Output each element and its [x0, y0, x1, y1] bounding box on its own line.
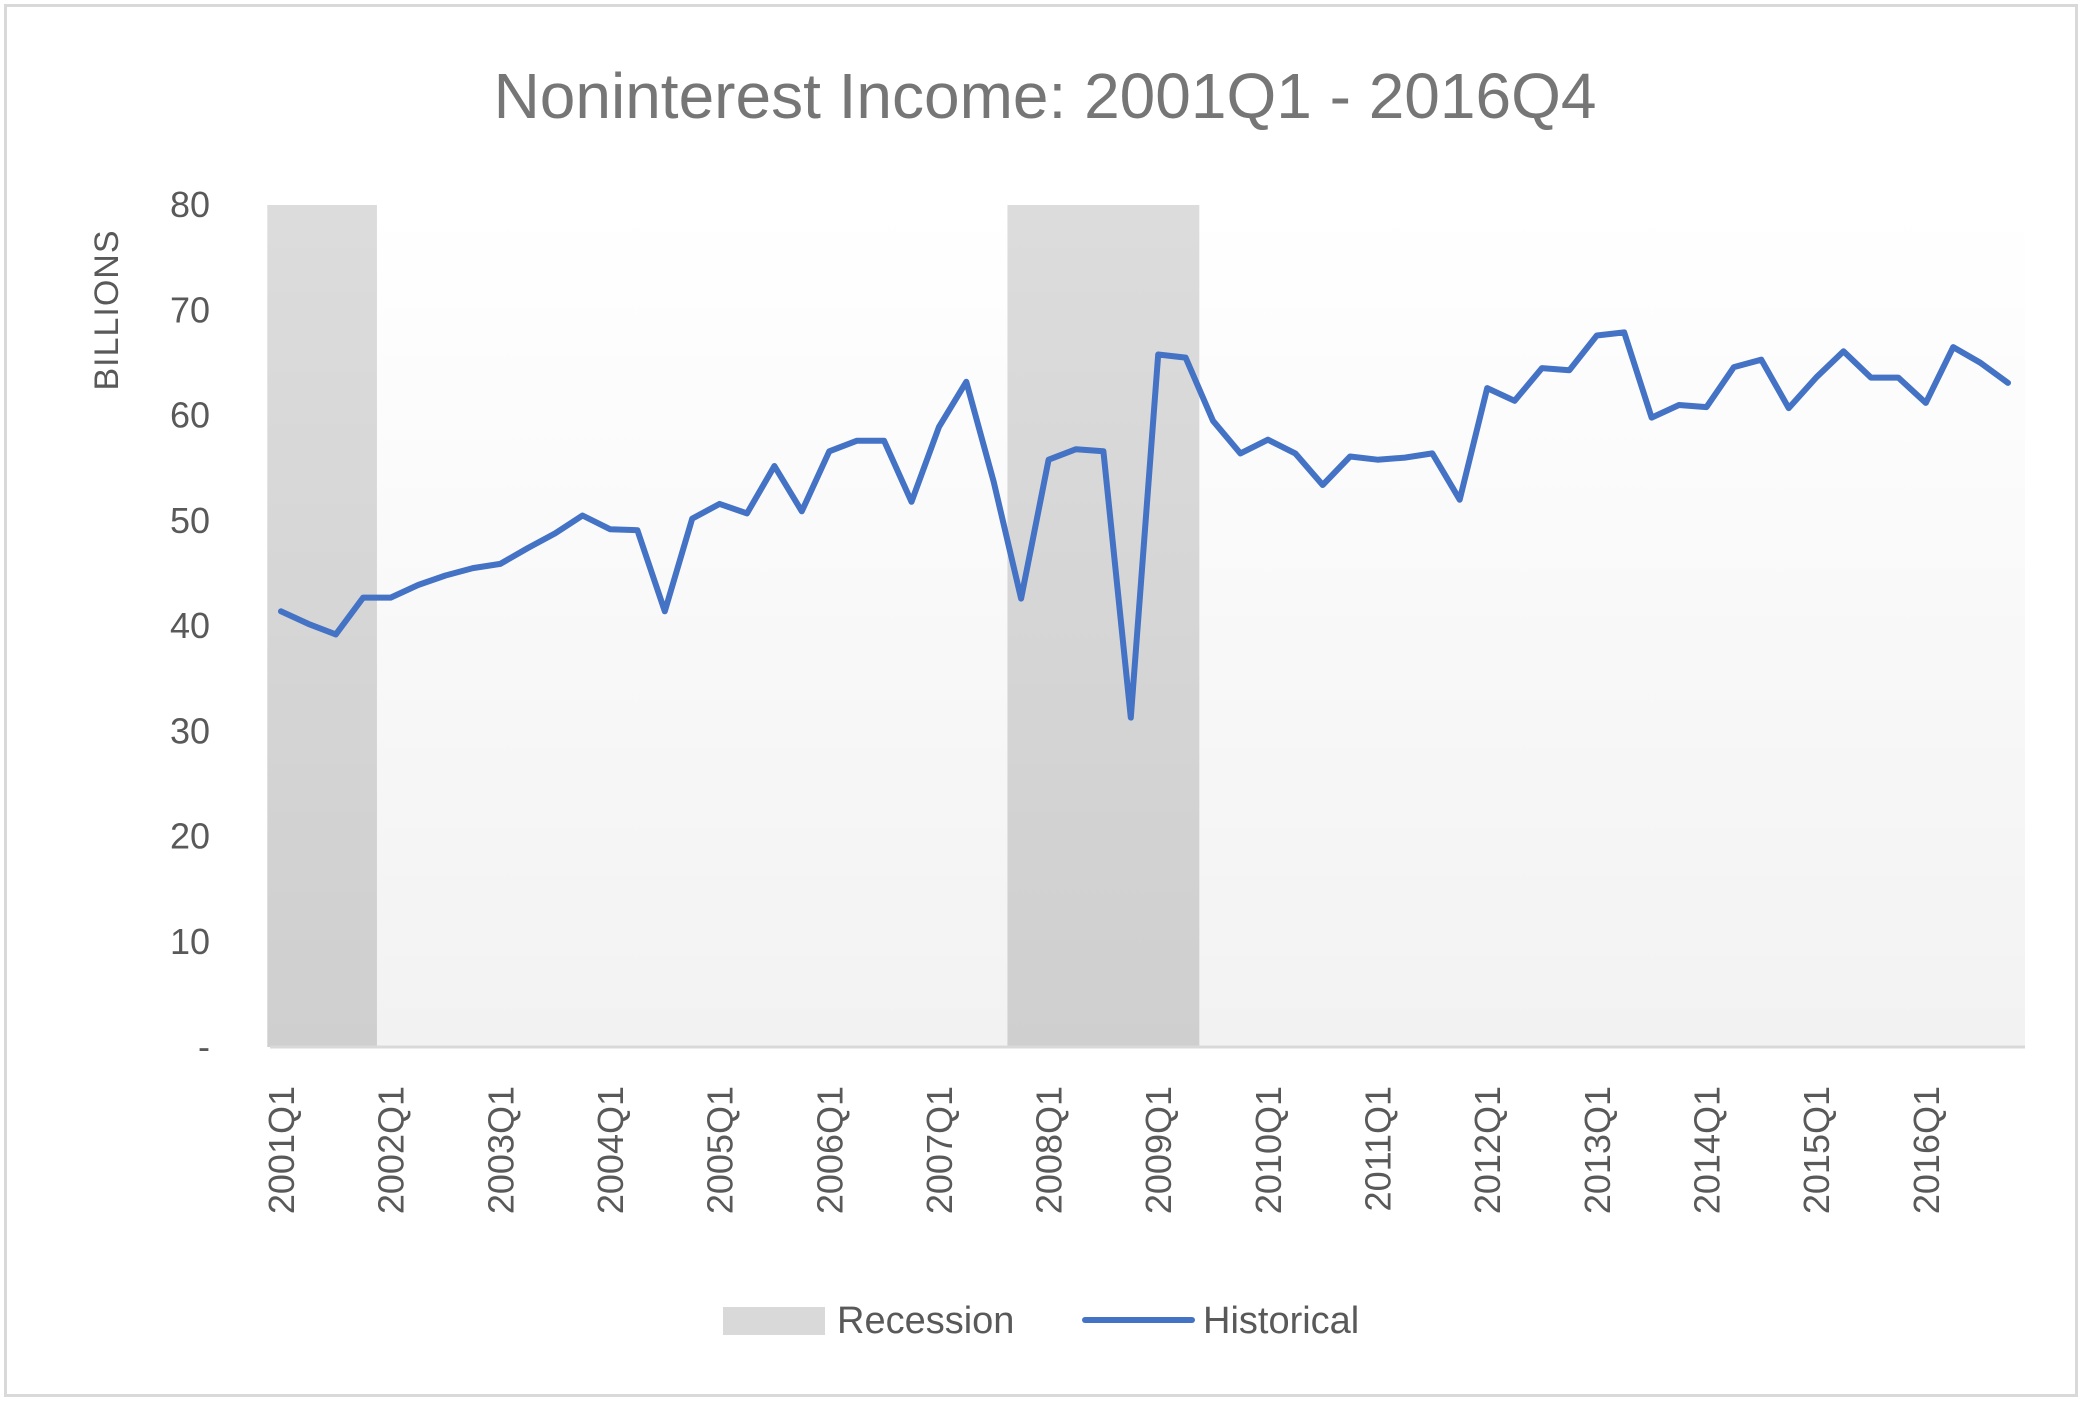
x-tick-label: 2013Q1	[1577, 1086, 1618, 1214]
y-tick-label: 50	[170, 500, 210, 541]
x-tick-labels: 2001Q1 2002Q1 2003Q1 2004Q1 2005Q1 2006Q1 2007…	[261, 1086, 1947, 1214]
x-tick-label: 2006Q1	[809, 1086, 850, 1214]
y-tick-label: 30	[170, 710, 210, 751]
y-tick-label: 80	[170, 184, 210, 225]
y-tick-label: 20	[170, 816, 210, 857]
historical-line	[278, 329, 2011, 721]
x-tick-label: 2002Q1	[371, 1086, 412, 1214]
legend-swatch-recession	[723, 1307, 825, 1335]
x-tick-label: 2011Q1	[1358, 1086, 1399, 1211]
series-historical	[278, 329, 2011, 721]
y-tick-label: 70	[170, 289, 210, 330]
legend: Recession Historical	[723, 1300, 1359, 1342]
x-tick-label: 2009Q1	[1138, 1086, 1179, 1214]
y-axis-label: BILLIONS	[88, 229, 126, 390]
y-tick-label: 60	[170, 395, 210, 436]
x-tick-label: 2004Q1	[590, 1086, 631, 1214]
recession-band-2	[1007, 205, 1200, 1047]
legend-label-historical: Historical	[1203, 1300, 1359, 1342]
x-tick-label: 2014Q1	[1686, 1086, 1727, 1214]
y-tick-labels: - 10 20 30 40 50 60 70 80	[170, 184, 210, 1067]
y-tick-label: 40	[170, 605, 210, 646]
x-tick-label: 2010Q1	[1248, 1086, 1289, 1214]
x-tick-label: 2015Q1	[1796, 1086, 1837, 1214]
y-tick-label: -	[198, 1026, 210, 1067]
x-tick-label: 2008Q1	[1029, 1086, 1070, 1214]
x-tick-label: 2005Q1	[700, 1086, 741, 1214]
x-tick-label: 2012Q1	[1467, 1086, 1508, 1214]
x-tick-label: 2007Q1	[919, 1086, 960, 1214]
x-tick-label: 2001Q1	[261, 1086, 302, 1214]
recession-bands	[267, 205, 1200, 1047]
chart-title: Noninterest Income: 2001Q1 - 2016Q4	[494, 60, 1597, 132]
x-tick-label: 2016Q1	[1906, 1086, 1947, 1214]
y-tick-label: 10	[170, 921, 210, 962]
legend-label-recession: Recession	[837, 1300, 1014, 1342]
x-tick-label: 2003Q1	[480, 1086, 521, 1214]
